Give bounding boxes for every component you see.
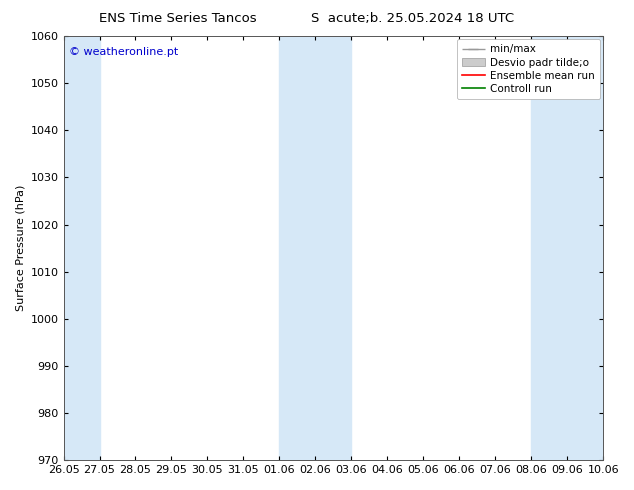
Text: S  acute;b. 25.05.2024 18 UTC: S acute;b. 25.05.2024 18 UTC bbox=[311, 12, 514, 25]
Text: ENS Time Series Tancos: ENS Time Series Tancos bbox=[99, 12, 256, 25]
Bar bbox=[531, 36, 603, 460]
Text: © weatheronline.pt: © weatheronline.pt bbox=[69, 47, 178, 57]
Bar bbox=[63, 36, 100, 460]
Y-axis label: Surface Pressure (hPa): Surface Pressure (hPa) bbox=[15, 185, 25, 311]
Legend: min/max, Desvio padr tilde;o, Ensemble mean run, Controll run: min/max, Desvio padr tilde;o, Ensemble m… bbox=[456, 39, 600, 99]
Bar bbox=[280, 36, 351, 460]
